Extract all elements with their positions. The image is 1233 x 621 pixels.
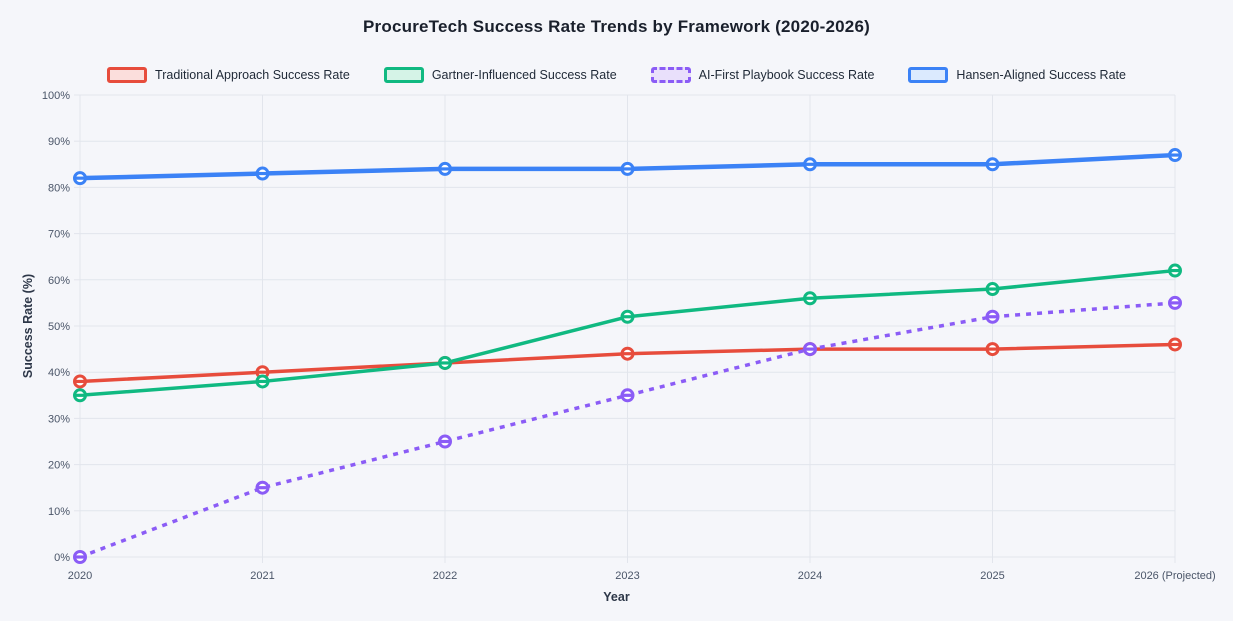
x-axis-title: Year bbox=[603, 590, 630, 604]
x-tick-label: 2024 bbox=[798, 570, 822, 582]
y-tick-label: 40% bbox=[48, 367, 70, 379]
legend-swatch bbox=[383, 67, 424, 83]
x-tick-label: 2025 bbox=[980, 570, 1004, 582]
y-tick-label: 100% bbox=[42, 90, 70, 102]
legend-item[interactable]: AI-First Playbook Success Rate bbox=[650, 67, 875, 83]
x-tick-label: 2023 bbox=[615, 570, 639, 582]
legend-swatch bbox=[107, 67, 148, 83]
y-tick-label: 70% bbox=[48, 229, 70, 241]
y-tick-label: 10% bbox=[48, 506, 70, 518]
y-tick-label: 0% bbox=[54, 552, 70, 564]
x-tick-label: 2022 bbox=[433, 570, 457, 582]
y-tick-label: 30% bbox=[48, 413, 70, 425]
y-tick-label: 20% bbox=[48, 460, 70, 472]
x-tick-label: 2026 (Projected) bbox=[1134, 570, 1215, 582]
legend-item[interactable]: Hansen-Aligned Success Rate bbox=[908, 67, 1126, 83]
chart-legend: Traditional Approach Success Rate Gartner… bbox=[0, 67, 1233, 83]
chart-title: ProcureTech Success Rate Trends by Frame… bbox=[363, 17, 870, 36]
y-tick-label: 60% bbox=[48, 275, 70, 287]
legend-swatch bbox=[650, 67, 691, 83]
legend-label: Hansen-Aligned Success Rate bbox=[956, 68, 1126, 82]
legend-item[interactable]: Gartner-Influenced Success Rate bbox=[383, 67, 617, 83]
x-tick-label: 2021 bbox=[250, 570, 274, 582]
legend-swatch bbox=[908, 67, 949, 83]
legend-item[interactable]: Traditional Approach Success Rate bbox=[107, 67, 350, 83]
y-tick-label: 90% bbox=[48, 136, 70, 148]
legend-label: AI-First Playbook Success Rate bbox=[698, 68, 875, 82]
legend-label: Gartner-Influenced Success Rate bbox=[431, 68, 617, 82]
y-axis-title: Success Rate (%) bbox=[21, 273, 35, 379]
y-tick-label: 80% bbox=[48, 182, 70, 194]
y-tick-label: 50% bbox=[48, 321, 70, 333]
x-tick-label: 2020 bbox=[68, 570, 92, 582]
legend-label: Traditional Approach Success Rate bbox=[155, 68, 350, 82]
